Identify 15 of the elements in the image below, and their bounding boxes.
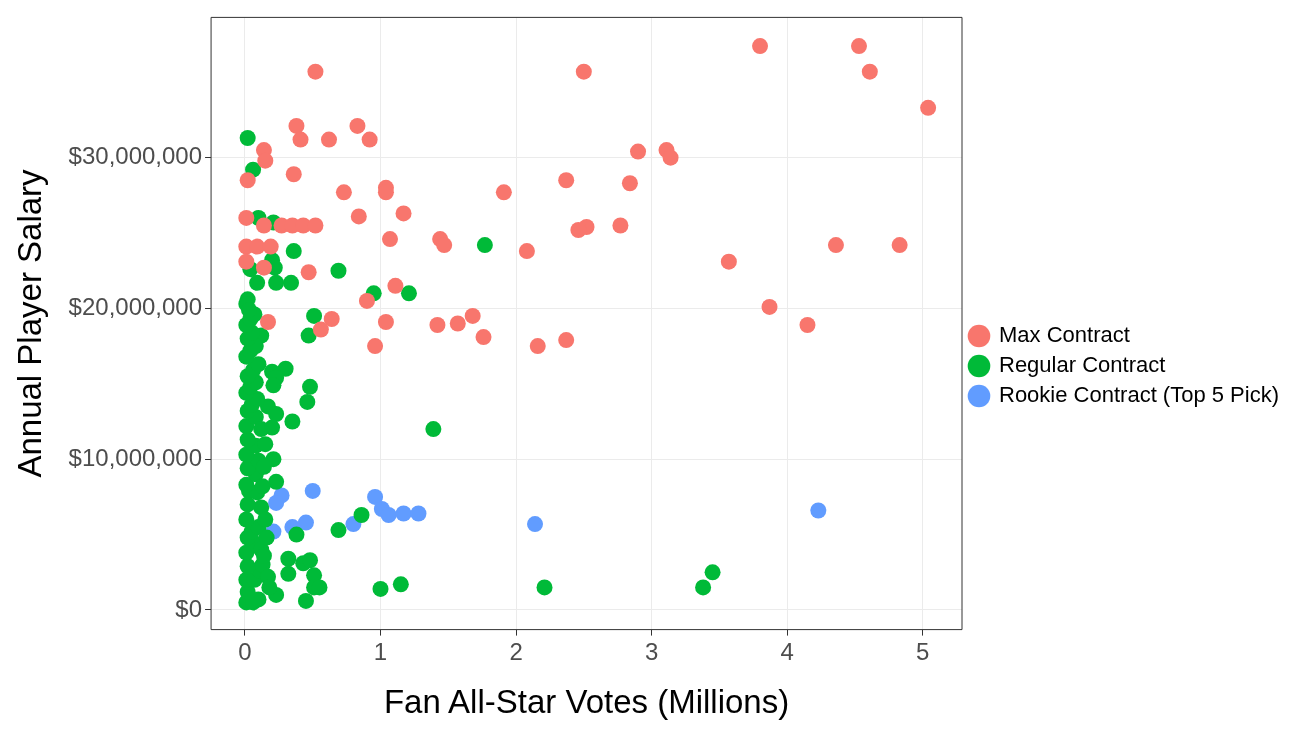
y-tick-label: $0 <box>175 594 203 622</box>
y-tick-label: $10,000,000 <box>68 443 203 471</box>
legend-label: Regular Contract <box>999 352 1166 378</box>
x-tick-label: 1 <box>373 637 388 665</box>
x-tick-label: 3 <box>644 637 659 665</box>
y-tick-label: $30,000,000 <box>68 142 203 170</box>
x-tick-label: 5 <box>916 637 930 665</box>
x-tick-label: 4 <box>780 637 794 665</box>
x-tick-label: 2 <box>509 637 523 665</box>
x-tick-label: 0 <box>238 637 252 665</box>
legend-label: Max Contract <box>999 322 1130 348</box>
y-axis-title: Annual Player Salary <box>10 168 48 478</box>
x-axis-title: Fan All-Star Votes (Millions) <box>383 683 790 721</box>
legend-label: Rookie Contract (Top 5 Pick) <box>999 382 1279 408</box>
y-tick-label: $20,000,000 <box>68 293 203 321</box>
